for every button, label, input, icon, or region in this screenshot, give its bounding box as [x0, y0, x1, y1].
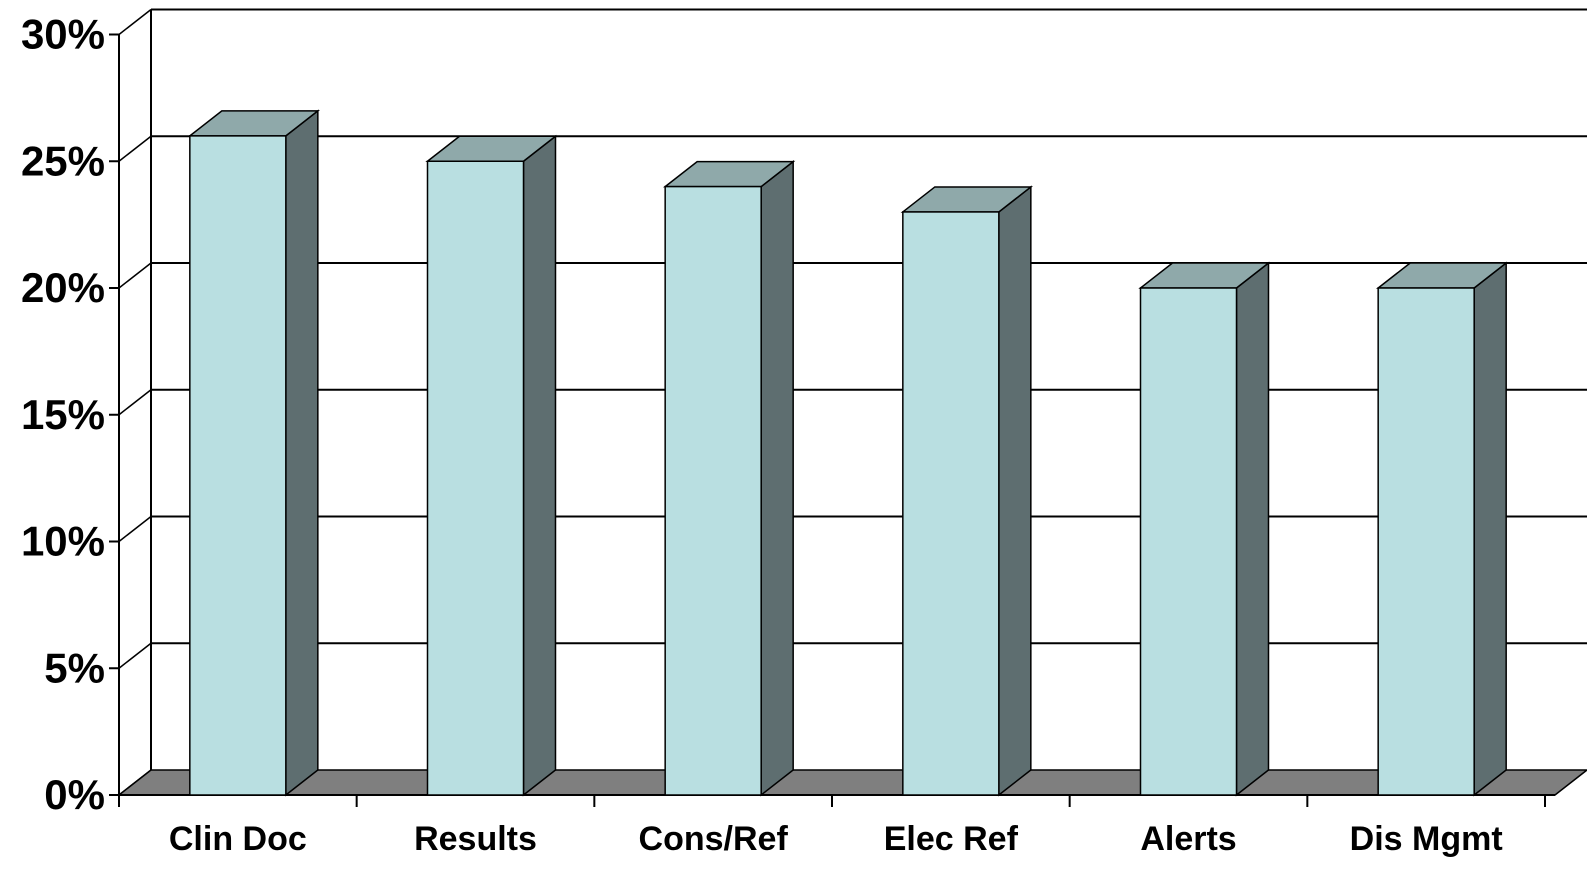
- wall-gridline: [118, 135, 152, 162]
- bar: [662, 160, 796, 797]
- y-tick-label: 20%: [21, 264, 105, 311]
- bar: [1138, 261, 1271, 797]
- wall-gridline: [118, 8, 152, 36]
- gridlines: [118, 8, 1587, 796]
- bar: [187, 109, 321, 797]
- axes: [109, 9, 1555, 807]
- y-tick-label: 15%: [21, 391, 105, 438]
- bar-front: [664, 185, 762, 796]
- wall-gridline: [118, 262, 152, 289]
- y-tick-labels: 0% 5% 10% 15% 20% 25% 30%: [21, 11, 105, 819]
- x-tick-label: Elec Ref: [884, 820, 1019, 858]
- y-tick-label: 30%: [21, 11, 105, 58]
- bar: [1375, 261, 1509, 797]
- x-tick-label: Clin Doc: [169, 820, 307, 858]
- y-tick-label: 0%: [44, 771, 105, 818]
- y-tick-label: 5%: [44, 644, 105, 691]
- bar-front: [1377, 287, 1475, 796]
- floor: [116, 769, 1587, 796]
- x-tick-labels: Clin Doc Results Cons/Ref Elec Ref Alerts Dis…: [169, 820, 1503, 858]
- bar-side: [522, 134, 557, 797]
- bar-side: [1235, 261, 1270, 797]
- bar-side: [760, 160, 794, 797]
- y-tick-label: 10%: [21, 518, 105, 565]
- bars: [187, 109, 1509, 797]
- bar-front: [902, 211, 1000, 796]
- bar-front: [189, 135, 287, 796]
- bar-front: [1139, 287, 1238, 796]
- wall-gridline: [118, 642, 152, 669]
- bar-front: [426, 160, 525, 796]
- x-tick-label: Dis Mgmt: [1350, 820, 1503, 858]
- y-tick-label: 25%: [21, 137, 105, 184]
- x-tick-label: Alerts: [1140, 820, 1236, 858]
- wall-gridline: [118, 389, 152, 416]
- bar-side: [285, 109, 319, 797]
- x-tick-label: Cons/Ref: [639, 820, 789, 858]
- x-tick-label: Results: [414, 820, 537, 858]
- wall-gridline: [118, 515, 152, 543]
- bar-side: [1473, 261, 1507, 797]
- bar-side: [998, 185, 1032, 797]
- bar: [425, 134, 558, 797]
- bar: [900, 185, 1034, 797]
- floor-panel: [116, 769, 1587, 796]
